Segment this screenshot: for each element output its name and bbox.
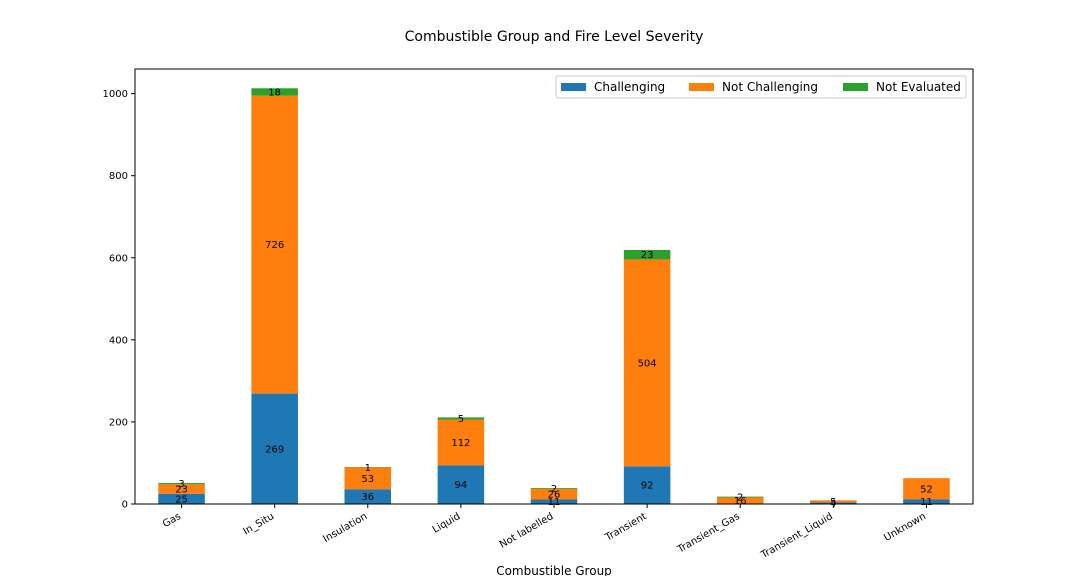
- y-tick-label: 600: [109, 253, 128, 264]
- bar-liquid-not-challenging: [437, 419, 485, 466]
- x-tick-label-insulation: Insulation: [321, 511, 369, 545]
- bar-label-not-labelled-challenging: 11: [548, 497, 561, 508]
- y-tick-label: 1000: [103, 89, 128, 100]
- legend: Challenging Not Challenging Not Evaluated: [555, 75, 967, 99]
- bar-in-situ-not-challenging: [251, 95, 298, 394]
- bar-label-gas-not-evaluated: 3: [178, 479, 184, 490]
- legend-label-not-challenging: Not Challenging: [722, 80, 818, 94]
- bar-in-situ-challenging: [251, 393, 298, 504]
- bar-transient-challenging: [623, 466, 671, 504]
- bars-layer: [158, 88, 950, 504]
- bar-gas-challenging: [158, 493, 205, 504]
- bar-liquid-challenging: [437, 465, 485, 504]
- bar-insulation-challenging: [344, 489, 392, 504]
- x-axis: Gas In_Situ Insulation Liquid Not labelled Tr…: [161, 504, 928, 561]
- bar-transient-not-challenging: [623, 259, 671, 467]
- bar-label-not-labelled-not-challenging: 26: [548, 490, 561, 501]
- x-tick-label-transient-gas: Transient_Gas: [675, 511, 742, 556]
- bar-label-gas-not-challenging: 23: [175, 485, 188, 496]
- bar-label-transient-not-challenging: 504: [638, 358, 657, 369]
- bar-label-in-situ-challenging: 269: [265, 444, 284, 455]
- bar-label-liquid-challenging: 94: [455, 480, 468, 491]
- bar-not-labelled-challenging: [530, 499, 578, 504]
- bar-unknown-challenging: [903, 499, 950, 504]
- legend-label-challenging: Challenging: [594, 80, 665, 94]
- chart-title: Combustible Group and Fire Level Severit…: [405, 29, 704, 45]
- x-tick-label-gas: Gas: [161, 511, 183, 530]
- bar-label-insulation-challenging: 36: [361, 492, 374, 503]
- bar-label-transient-liquid-not-challenging: 5: [830, 497, 836, 508]
- bar-gas-not-challenging: [158, 484, 205, 494]
- bar-liquid-not-evaluated: [437, 417, 485, 420]
- bar-insulation-not-challenging: [344, 467, 392, 490]
- x-tick-label-transient: Transient: [603, 511, 649, 544]
- x-axis-label: Combustible Group: [496, 564, 612, 576]
- y-tick-label: 800: [109, 171, 128, 182]
- bar-label-not-labelled-not-evaluated: 2: [551, 484, 557, 495]
- bar-label-in-situ-not-evaluated: 18: [268, 87, 281, 98]
- x-tick-label-transient-liquid: Transient_Liquid: [759, 511, 835, 561]
- legend-frame: [555, 75, 967, 99]
- x-tick-label-unknown: Unknown: [882, 511, 928, 544]
- y-tick-label: 200: [109, 417, 128, 428]
- bar-not-labelled-not-challenging: [530, 488, 578, 500]
- bar-not-labelled-not-evaluated: [530, 487, 578, 489]
- bar-label-gas-challenging: 25: [175, 494, 188, 505]
- x-tick-label-liquid: Liquid: [431, 511, 463, 536]
- x-tick-label-in-situ: In_Situ: [242, 511, 277, 537]
- bar-in-situ-not-evaluated: [251, 88, 298, 96]
- bar-transient-gas-not-challenging: [716, 497, 764, 504]
- bar-transient-liquid-not-challenging: [810, 500, 857, 503]
- legend-swatch-not-evaluated: [843, 83, 868, 91]
- bar-label-liquid-not-evaluated: 5: [458, 414, 464, 425]
- bar-gas-not-evaluated: [158, 483, 205, 485]
- bar-label-transient-gas-not-evaluated: 2: [737, 493, 743, 504]
- bar-label-transient-gas-not-challenging: 16: [734, 496, 747, 507]
- x-tick-label-not-labelled: Not labelled: [498, 511, 556, 551]
- bar-label-insulation-not-challenging: 53: [361, 474, 374, 485]
- y-tick-label: 0: [122, 500, 128, 511]
- legend-swatch-not-challenging: [689, 83, 714, 91]
- legend-swatch-challenging: [561, 83, 586, 91]
- bar-label-transient-not-evaluated: 23: [641, 250, 654, 261]
- y-tick-label: 400: [109, 335, 128, 346]
- y-axis: 0 200 400 600 800 1000: [103, 89, 135, 511]
- bar-label-transient-challenging: 92: [641, 481, 654, 492]
- bar-transient-gas-not-evaluated: [716, 496, 764, 498]
- bar-label-unknown-not-challenging: 52: [920, 484, 933, 495]
- bar-unknown-not-challenging: [903, 478, 950, 500]
- bar-transient-liquid-challenging: [810, 502, 857, 504]
- bar-label-liquid-not-challenging: 112: [451, 438, 470, 449]
- bar-transient-not-evaluated: [623, 249, 671, 260]
- bar-labels-layer: 2523326972618365319411251126292504231624…: [175, 87, 933, 509]
- legend-label-not-evaluated: Not Evaluated: [876, 80, 961, 94]
- bar-label-unknown-challenging: 11: [920, 497, 933, 508]
- bar-label-insulation-not-evaluated: 1: [365, 463, 371, 474]
- bar-label-in-situ-not-challenging: 726: [265, 240, 284, 251]
